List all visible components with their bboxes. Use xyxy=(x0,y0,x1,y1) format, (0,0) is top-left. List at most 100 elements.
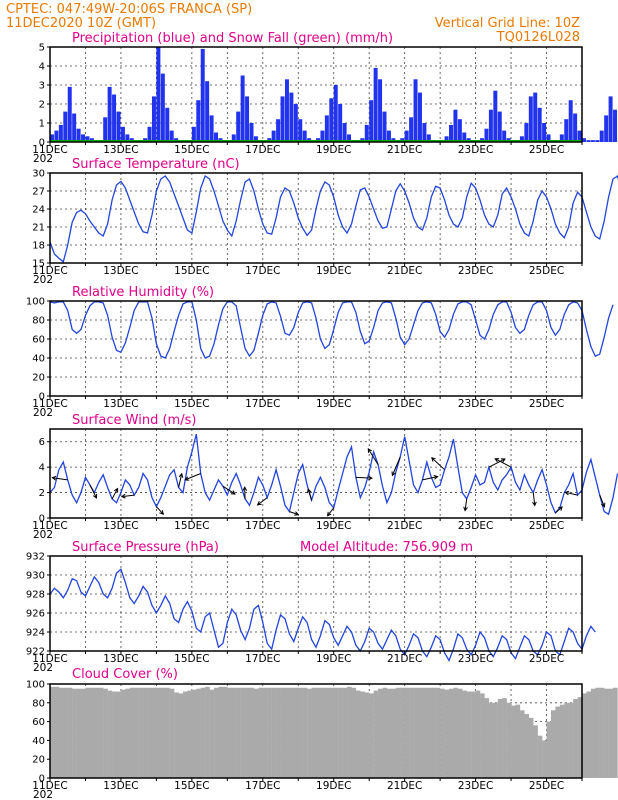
cloud-bar xyxy=(519,710,525,778)
cloud-bar xyxy=(347,686,352,778)
cloud-bar xyxy=(116,691,122,778)
cloud-bar xyxy=(342,687,348,778)
cloud-bar xyxy=(613,687,618,778)
precip-bar xyxy=(271,130,276,142)
pressure-xtick-label: 23DEC xyxy=(458,653,493,665)
cloud-bar xyxy=(76,688,82,778)
cloud-bar xyxy=(143,687,148,778)
precip-bar xyxy=(253,136,258,142)
precip-bar xyxy=(608,96,613,142)
precip-bar xyxy=(67,86,72,142)
humidity-xtick-label: 11DEC xyxy=(32,398,67,410)
cloud-bar xyxy=(249,687,255,778)
cloud-bar xyxy=(302,687,308,778)
wind-xtick-label: 13DEC xyxy=(103,520,138,532)
cloud-bar xyxy=(382,687,388,778)
wind-series-line xyxy=(49,433,618,516)
precip-bar xyxy=(409,117,414,142)
cloud-bar xyxy=(608,688,614,778)
precip-bar xyxy=(298,119,303,142)
precip-bar xyxy=(196,100,201,142)
humidity-xtick-label: 17DEC xyxy=(245,398,280,410)
cloud-bar xyxy=(125,688,130,778)
wind-arrow-shaft xyxy=(532,492,536,506)
wind-arrow-head xyxy=(368,475,373,481)
precip-bar xyxy=(329,98,334,142)
precip-bar xyxy=(156,47,161,142)
cloud-xtick-label: 11DEC xyxy=(32,780,67,792)
precip-bar xyxy=(320,130,325,142)
cloud-bar xyxy=(537,735,543,778)
cloud-bar xyxy=(524,714,529,778)
precip-bar xyxy=(338,104,343,142)
precip-bar xyxy=(533,92,538,142)
wind-xtick-label: 11DEC xyxy=(32,520,67,532)
humidity-series-line xyxy=(49,301,614,359)
cloud-bar xyxy=(174,692,179,778)
cloud-bar xyxy=(258,687,263,778)
precip-bar xyxy=(214,132,219,142)
cloud-bar xyxy=(515,704,521,778)
cloud-ytick-label: 100 xyxy=(26,680,45,691)
cloud-bar xyxy=(191,689,197,778)
panel-wind: 0 2 4 6 11DEC 13DEC 15DEC 17DEC 19DEC 21DEC 23DEC 2… xyxy=(32,413,618,541)
header-grid-line: Vertical Grid Line: 10Z xyxy=(435,16,580,31)
cloud-bar xyxy=(262,687,268,778)
panel-precipitation: 0 1 2 3 4 5 11DEC 13DEC 15DEC 17DEC 19DEC 21DEC 23DE… xyxy=(32,31,618,165)
pressure-title: Surface Pressure (hPa) xyxy=(72,540,219,555)
humidity-ytick-label: 100 xyxy=(26,297,45,308)
temperature-year-fragment: 202 xyxy=(33,274,53,286)
precip-bar xyxy=(537,107,542,142)
cloud-xtick-label: 25DEC xyxy=(529,780,564,792)
cloud-bar xyxy=(391,688,396,778)
cloud-ytick-label: 20 xyxy=(32,755,45,766)
precip-bar xyxy=(276,119,281,142)
precip-bar xyxy=(58,124,63,142)
wind-arrow-head xyxy=(532,501,537,507)
cloud-bar xyxy=(214,687,219,778)
precip-bar xyxy=(125,134,130,142)
wind-arrow xyxy=(599,494,606,508)
cloud-bar xyxy=(85,687,91,778)
pressure-ytick-label: 930 xyxy=(26,571,45,582)
cloud-bar xyxy=(462,690,467,778)
cloud-bar xyxy=(227,687,232,778)
cloud-bar xyxy=(386,688,392,778)
precip-bar xyxy=(497,111,502,142)
precip-bar xyxy=(151,96,156,142)
cloud-bar xyxy=(253,688,259,778)
precipitation-ytick-label: 3 xyxy=(39,81,45,92)
precip-bar xyxy=(85,136,90,142)
cloud-bar xyxy=(351,687,357,778)
wind-xtick-label: 25DEC xyxy=(529,520,564,532)
header-location: CPTEC: 047:49W-20:06S FRANCA (SP) xyxy=(6,2,252,17)
precip-bar xyxy=(568,100,573,142)
cloud-bar xyxy=(218,686,224,778)
wind-arrow-head xyxy=(242,486,248,492)
wind-arrow xyxy=(51,475,68,481)
precip-bar xyxy=(493,90,498,142)
precip-bar xyxy=(120,126,125,142)
precip-bar xyxy=(76,128,81,142)
precip-bar xyxy=(528,96,533,142)
wind-arrow xyxy=(156,506,165,515)
cloud-bar xyxy=(502,698,507,778)
wind-arrow-head xyxy=(120,493,126,499)
wind-arrow-head xyxy=(256,500,262,506)
wind-arrow xyxy=(222,485,236,495)
wind-arrow-shaft xyxy=(289,511,299,515)
wind-xtick-label: 15DEC xyxy=(174,520,209,532)
precip-bar xyxy=(240,75,245,142)
precip-bar xyxy=(613,109,618,142)
pressure-annotation: Model Altitude: 756.909 m xyxy=(300,540,473,555)
precip-bar xyxy=(200,48,205,142)
cloud-ytick-label: 40 xyxy=(32,736,45,747)
wind-arrow-head xyxy=(367,447,372,453)
cloud-bar xyxy=(147,687,153,778)
precip-bar xyxy=(457,119,462,142)
temperature-xtick-label: 21DEC xyxy=(387,265,422,277)
wind-xtick-label: 21DEC xyxy=(387,520,422,532)
cloud-bar xyxy=(289,687,295,778)
wind-arrow-shaft xyxy=(599,494,605,507)
cloud-bar xyxy=(107,690,113,778)
